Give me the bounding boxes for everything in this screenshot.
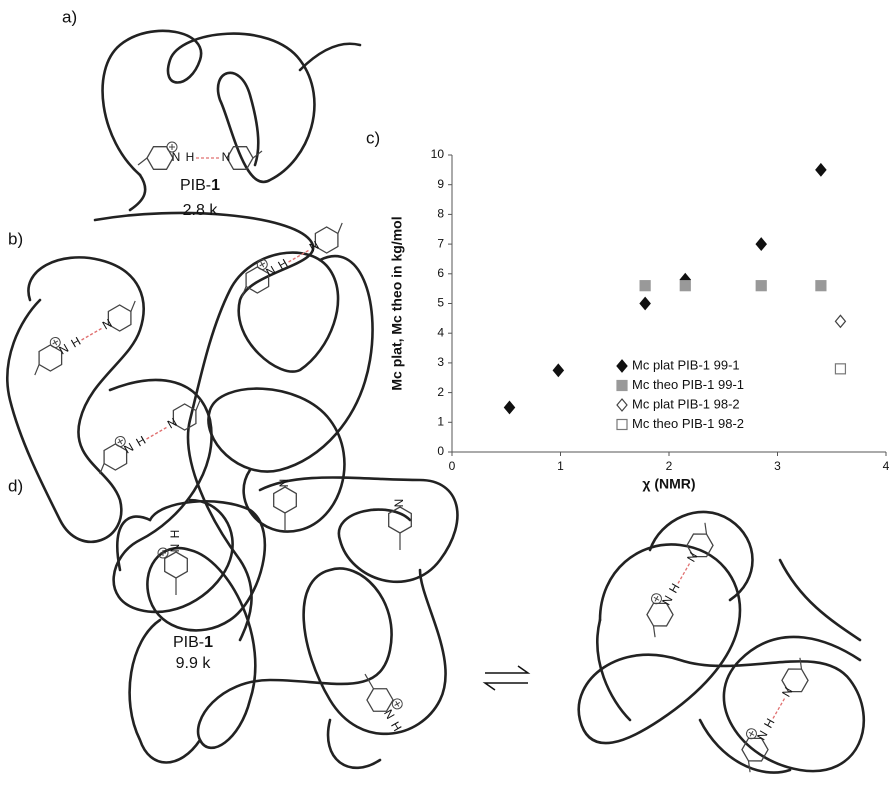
- diamond-marker: [835, 315, 845, 327]
- diamond-marker: [756, 238, 766, 250]
- y-tick-label: 5: [437, 296, 444, 310]
- panel-label: a): [62, 7, 77, 26]
- pyridinium-pair: NHN: [23, 293, 144, 379]
- caption: PIB-1: [180, 177, 220, 194]
- equilibrium-arrows: [485, 666, 528, 690]
- methyl: [649, 626, 660, 637]
- diamond-marker: [553, 364, 563, 376]
- y-tick-label: 9: [437, 177, 444, 191]
- y-tick-label: 0: [437, 444, 444, 458]
- atom: N: [57, 341, 72, 357]
- legend-marker: [617, 381, 627, 391]
- legend-label: Mc plat PIB-1 99-1: [632, 357, 740, 372]
- atom: H: [168, 530, 182, 539]
- y-tick-label: 3: [437, 355, 444, 369]
- x-tick-label: 2: [666, 459, 673, 473]
- atom: N: [684, 550, 700, 565]
- charge: [169, 144, 175, 150]
- caption: PIB-1: [173, 634, 213, 651]
- atom: N: [100, 316, 115, 332]
- atom: H: [134, 433, 149, 449]
- y-tick-label: 8: [437, 207, 444, 221]
- molar-mass: 9.9 k: [176, 655, 212, 672]
- polymer-chain: [147, 501, 445, 748]
- legend-label: Mc theo PIB-1 99-1: [632, 377, 744, 392]
- pyridinium-pair: NHN: [730, 653, 816, 774]
- pyridine-ring: [274, 487, 297, 513]
- atom: N: [381, 707, 397, 722]
- h-bond: [773, 698, 785, 719]
- pyridine-ring: [227, 147, 253, 170]
- y-tick-label: 6: [437, 266, 444, 280]
- x-tick-label: 4: [883, 459, 890, 473]
- pyridinium-ring: [147, 147, 173, 170]
- h-bond: [147, 427, 168, 439]
- molar-mass: 2.8 k: [183, 202, 219, 219]
- atom: H: [186, 150, 195, 164]
- pyridine-group: N: [274, 479, 297, 530]
- atom: N: [779, 685, 795, 700]
- scatter-chart: 0 1 2 3 4 5 6 7 8 9 10 0 1 2 3 4 χ (NMR) Mc plat, Mc theo…: [389, 147, 890, 492]
- legend-label: Mc plat PIB-1 98-2: [632, 396, 740, 411]
- atom: H: [276, 256, 291, 272]
- figure: 0 1 2 3 4 5 6 7 8 9 10 0 1 2 3 4 χ (NMR) Mc plat, Mc theo…: [0, 0, 894, 786]
- diamond-marker: [816, 164, 826, 176]
- square-marker: [756, 281, 766, 291]
- atom: N: [392, 499, 406, 508]
- h-bond: [678, 563, 690, 584]
- atom: N: [222, 150, 231, 164]
- square-marker: [640, 281, 650, 291]
- square-marker: [680, 281, 690, 291]
- caption-name: PIB-: [173, 634, 204, 651]
- pyridine-group: NH: [355, 665, 413, 736]
- polymer-chain: [130, 44, 360, 210]
- y-tick-label: 1: [437, 414, 444, 428]
- atom: H: [666, 581, 682, 596]
- methyl: [138, 158, 147, 165]
- pyridine-group: NH: [158, 530, 187, 595]
- legend-label: Mc theo PIB-1 98-2: [632, 416, 744, 431]
- panel-label: b): [8, 229, 23, 248]
- methyl: [700, 523, 711, 534]
- pyridine-group: N: [389, 499, 412, 550]
- pyridinium-pair: NHN: [635, 518, 721, 639]
- h-bond: [82, 328, 103, 340]
- atom: N: [165, 415, 180, 431]
- y-tick-label: 7: [437, 236, 444, 250]
- x-tick-label: 3: [774, 459, 781, 473]
- methyl: [795, 658, 806, 669]
- x-tick-label: 1: [557, 459, 564, 473]
- polymer-chain: [579, 544, 864, 771]
- y-tick-label: 10: [431, 147, 445, 161]
- y-axis-label: Mc plat, Mc theo in kg/mol: [389, 216, 405, 390]
- caption-number: 1: [204, 634, 213, 651]
- legend-marker: [617, 399, 627, 411]
- atom: N: [122, 440, 137, 456]
- diamond-marker: [640, 298, 650, 310]
- x-tick-label: 0: [449, 459, 456, 473]
- pyridine-ring: [165, 552, 188, 578]
- panel-label: d): [8, 476, 23, 495]
- legend-marker: [617, 360, 627, 372]
- caption-name: PIB-: [180, 177, 211, 194]
- square-marker: [816, 281, 826, 291]
- x-axis-label: χ (NMR): [642, 476, 695, 492]
- atom: H: [69, 334, 84, 350]
- y-tick-label: 2: [437, 385, 444, 399]
- square-marker: [835, 364, 845, 374]
- pyridine-ring: [389, 507, 412, 533]
- charge: [393, 700, 401, 708]
- caption-number: 1: [211, 177, 220, 194]
- polymer-chain: [103, 31, 315, 182]
- panel-label: c): [366, 128, 380, 147]
- atom: H: [761, 716, 777, 731]
- atom: N: [277, 479, 291, 488]
- atom: N: [307, 238, 322, 254]
- y-tick-label: 4: [437, 325, 444, 339]
- legend-marker: [617, 420, 627, 430]
- polymer-chain: [7, 257, 143, 541]
- diamond-marker: [505, 401, 515, 413]
- atom: N: [168, 544, 182, 553]
